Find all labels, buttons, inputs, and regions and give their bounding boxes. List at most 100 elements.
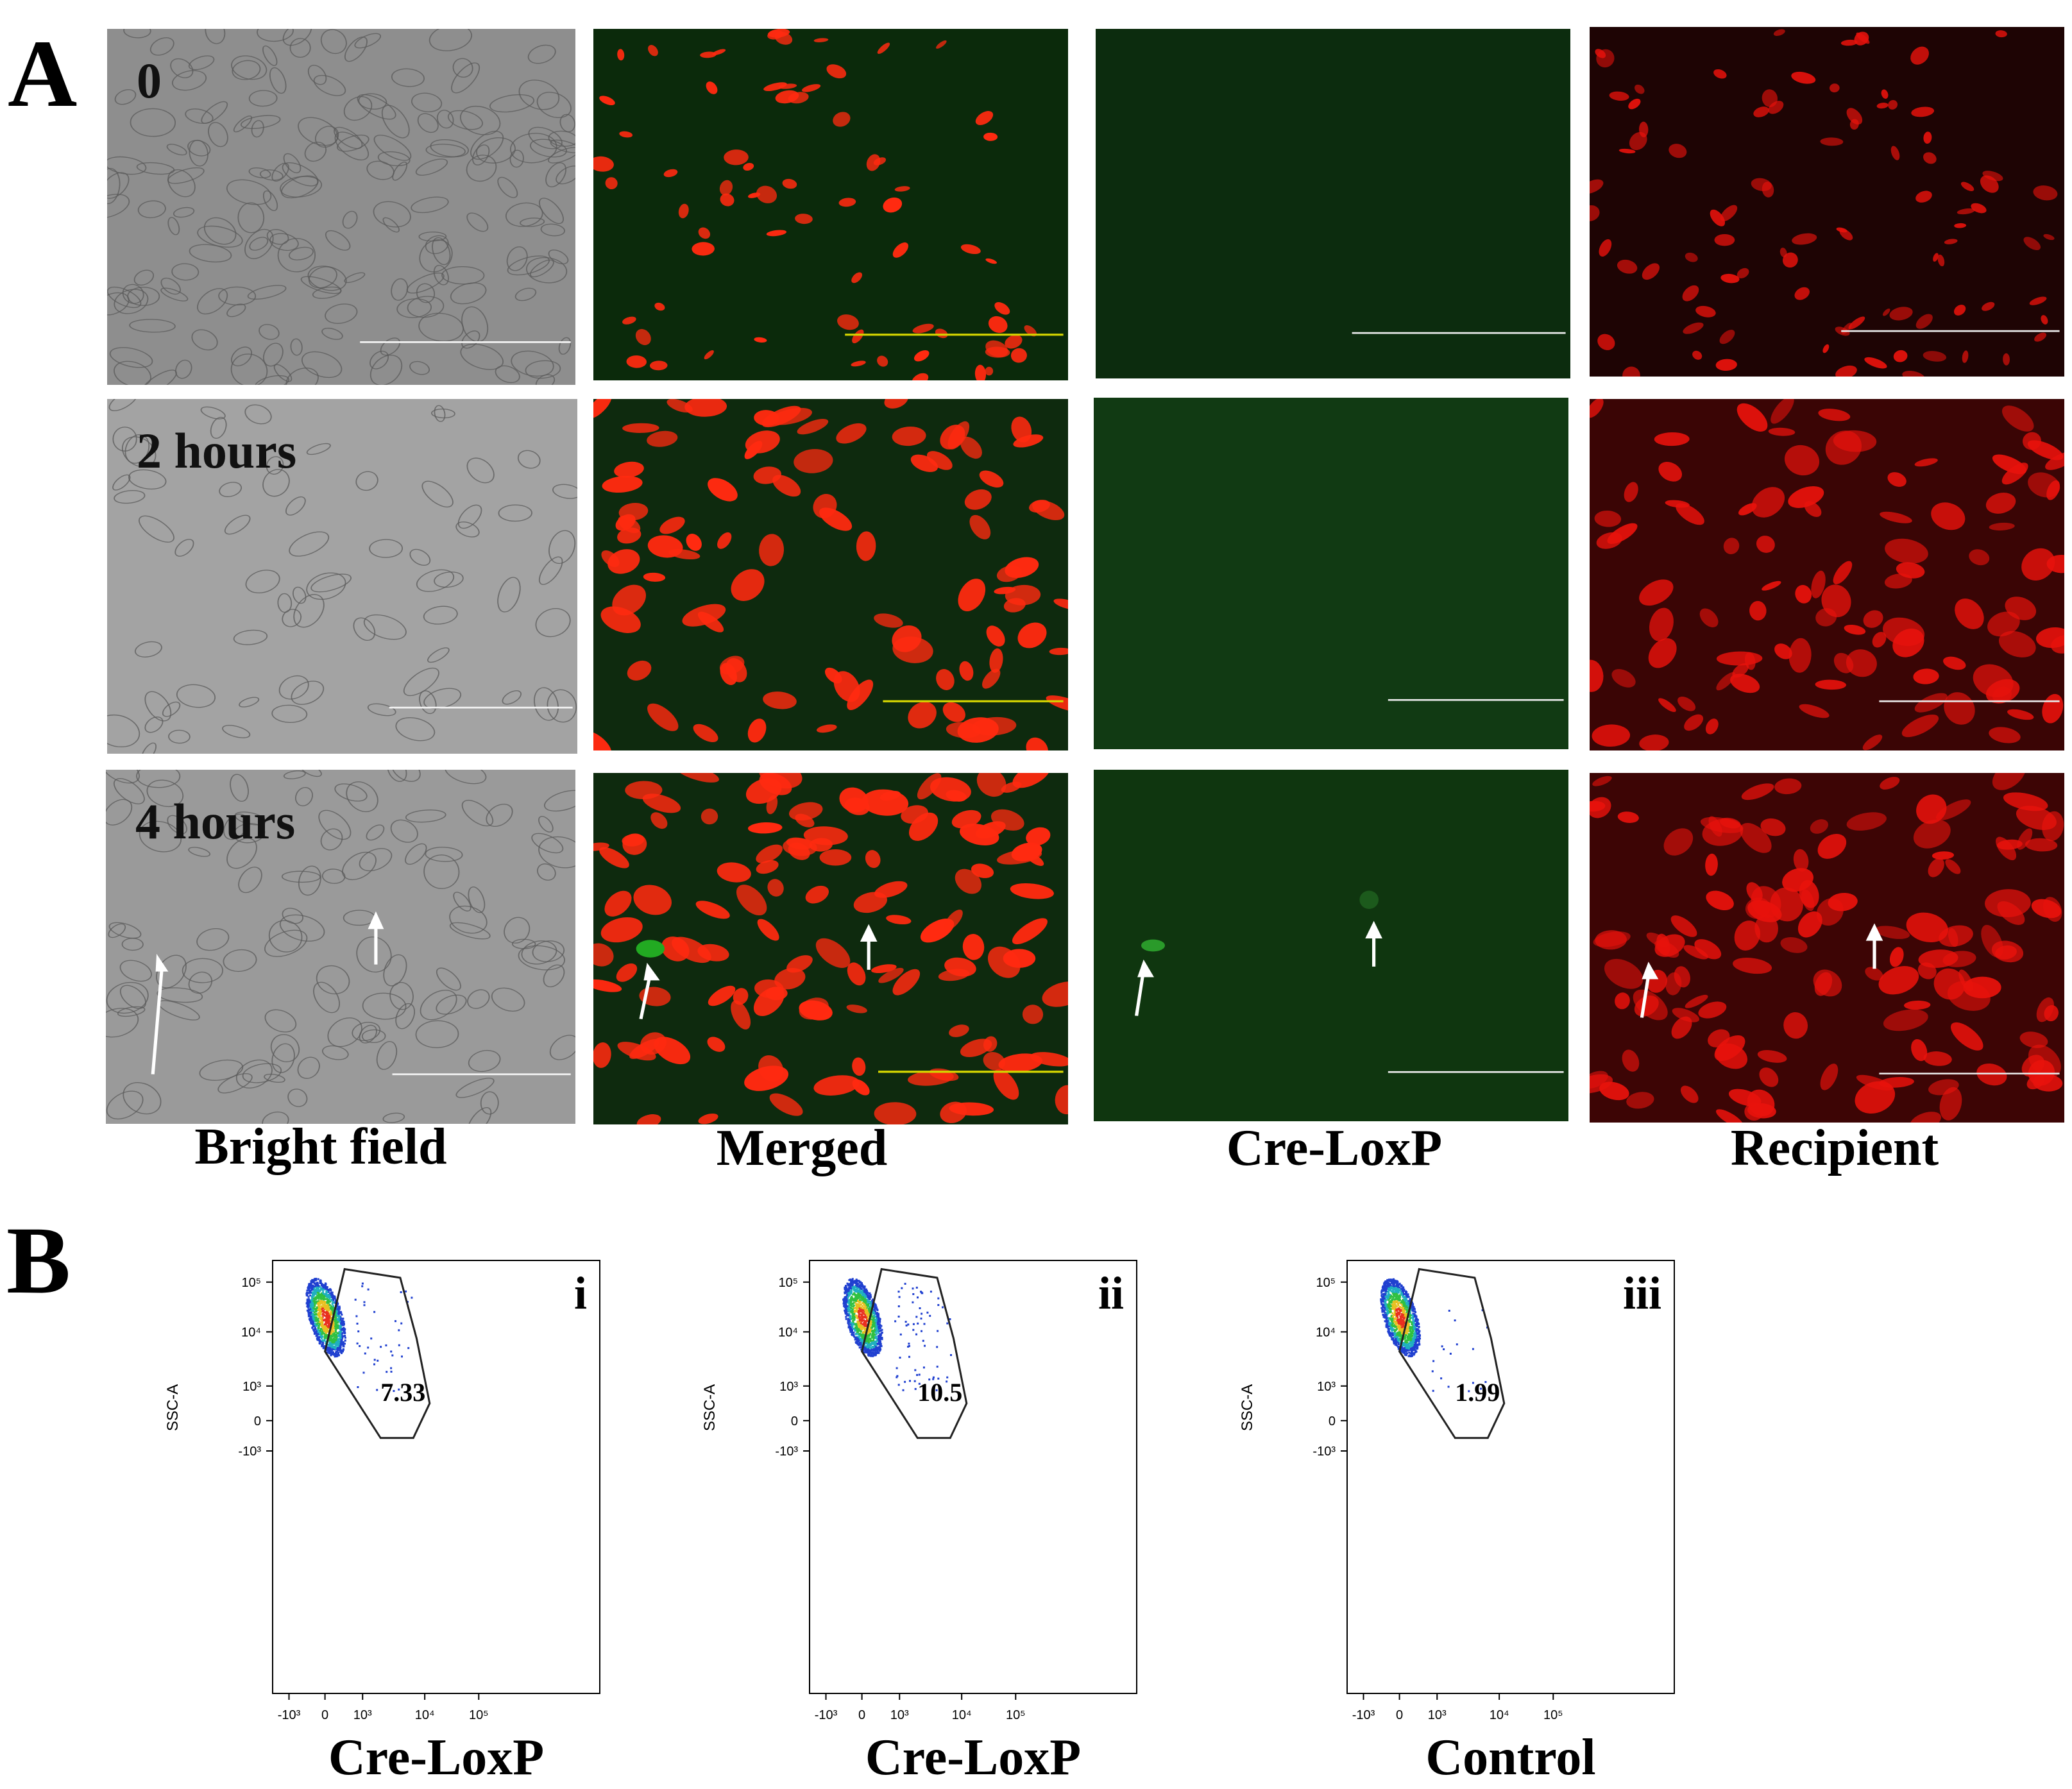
cell-shape xyxy=(944,910,963,931)
event-point xyxy=(1412,1323,1414,1326)
event-point xyxy=(343,1332,346,1334)
event-point xyxy=(868,1354,870,1356)
cell-shape xyxy=(756,860,779,874)
flow-plot-iii: 10⁵ 10⁴ 10³ 0 -10³ -10³ 0 10³ 10⁴ 10⁵ SSC-A iii 1.99 xyxy=(1239,1260,1675,1722)
cell-shape xyxy=(292,586,307,604)
cell-shape xyxy=(264,1009,297,1033)
event-point xyxy=(306,1294,309,1297)
event-point xyxy=(847,1300,850,1302)
cell-shape xyxy=(325,303,358,324)
cell-shape xyxy=(866,154,881,171)
event-point xyxy=(856,1291,858,1293)
event-point xyxy=(922,1366,925,1369)
event-point xyxy=(856,1295,858,1298)
event-point xyxy=(1407,1293,1409,1296)
event-point xyxy=(1405,1306,1407,1309)
event-point xyxy=(335,1319,337,1322)
event-point xyxy=(316,1286,318,1289)
event-point xyxy=(858,1294,860,1297)
cell-shape xyxy=(416,569,455,592)
event-point xyxy=(1398,1286,1400,1289)
event-point xyxy=(341,1335,344,1337)
cell-shape xyxy=(877,355,888,367)
event-point xyxy=(865,1305,867,1308)
event-point xyxy=(848,1302,851,1305)
event-point xyxy=(334,1296,336,1298)
cell-shape xyxy=(1902,371,1925,377)
event-point xyxy=(872,1319,874,1321)
event-point xyxy=(861,1282,863,1284)
event-point xyxy=(849,1329,851,1332)
cell-shape xyxy=(249,237,269,251)
event-point xyxy=(853,1292,855,1294)
cell-shape xyxy=(797,419,829,435)
cell-shape xyxy=(769,407,812,425)
cell-shape xyxy=(1962,350,1969,363)
cell-shape xyxy=(1889,947,1904,967)
cell-shape xyxy=(969,514,991,539)
event-point xyxy=(850,1289,853,1291)
cell-shape xyxy=(949,1024,969,1037)
cell-shape xyxy=(1692,350,1703,360)
event-point xyxy=(1388,1325,1391,1328)
cell-shape xyxy=(244,404,272,425)
event-point xyxy=(341,1349,343,1352)
event-point xyxy=(853,1331,855,1334)
event-point xyxy=(870,1306,872,1309)
event-point xyxy=(1382,1294,1385,1297)
event-point xyxy=(325,1286,327,1289)
cell-shape xyxy=(636,1114,661,1124)
cell-shape xyxy=(816,724,837,733)
cell-shape xyxy=(298,865,321,896)
event-point xyxy=(917,1322,919,1325)
event-point xyxy=(1412,1314,1414,1317)
event-point xyxy=(874,1349,877,1352)
event-point xyxy=(874,1344,876,1347)
event-point xyxy=(856,1285,858,1287)
event-point xyxy=(359,1345,361,1347)
event-point xyxy=(870,1320,872,1323)
event-point xyxy=(1386,1314,1388,1316)
cell-shape xyxy=(2045,451,2064,470)
event-point xyxy=(1397,1311,1399,1314)
event-point xyxy=(1409,1349,1411,1352)
cell-shape xyxy=(964,489,992,510)
event-point xyxy=(1417,1333,1420,1335)
event-point xyxy=(316,1338,319,1341)
event-point xyxy=(337,1325,339,1327)
event-point xyxy=(318,1320,321,1323)
event-point xyxy=(309,1307,312,1310)
event-point xyxy=(310,1291,312,1294)
event-point xyxy=(307,1311,310,1313)
event-point xyxy=(344,1343,346,1345)
cell-shape xyxy=(431,408,455,419)
cell-shape xyxy=(799,997,829,1020)
cell-shape xyxy=(912,323,934,334)
event-point xyxy=(307,1298,310,1301)
event-point xyxy=(323,1294,325,1297)
cell-shape xyxy=(626,355,647,368)
event-point xyxy=(867,1314,869,1317)
event-point xyxy=(1411,1341,1414,1344)
event-point xyxy=(325,1335,327,1338)
cell-shape xyxy=(2001,405,2034,432)
event-point xyxy=(1414,1351,1416,1353)
event-point xyxy=(338,1331,341,1333)
cell-shape xyxy=(497,176,518,198)
plot-roman-label: i xyxy=(573,1268,587,1319)
event-point xyxy=(1407,1327,1409,1329)
cell-shape xyxy=(1628,98,1641,110)
cell-shape xyxy=(756,185,777,203)
event-point xyxy=(854,1293,856,1296)
cell-shape xyxy=(647,430,678,447)
cell-shape xyxy=(168,729,191,744)
event-point xyxy=(1396,1285,1398,1288)
event-point xyxy=(872,1339,874,1342)
event-point xyxy=(869,1295,871,1297)
event-point xyxy=(1401,1304,1404,1307)
event-point xyxy=(337,1310,340,1313)
event-point xyxy=(1387,1327,1389,1330)
event-point xyxy=(864,1331,867,1334)
event-point xyxy=(1411,1339,1413,1341)
event-point xyxy=(871,1311,874,1313)
